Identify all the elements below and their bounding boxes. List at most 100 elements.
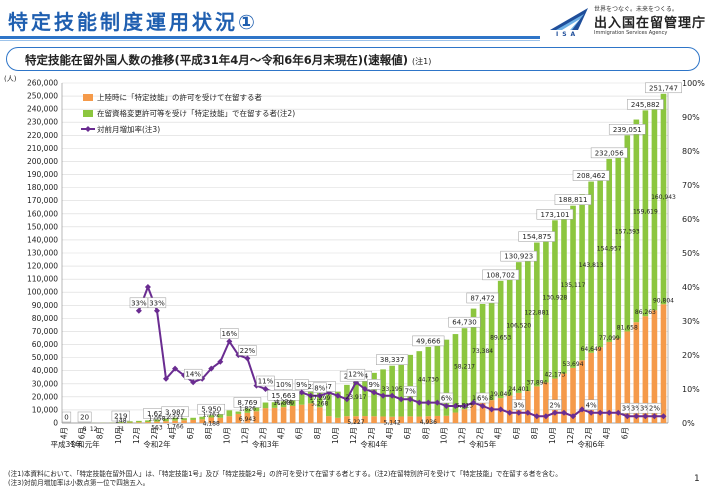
bar-landing [579,360,585,423]
rate-point [380,392,387,399]
total-label-box [500,250,538,262]
landing-label: 12 [90,426,98,433]
bar-landing [172,420,178,423]
change-label: 73,384 [472,348,493,355]
bar-landing [597,347,603,423]
total-label-box [376,354,409,365]
rate-label: 14% [185,371,201,379]
change-label: 154,957 [597,245,622,252]
rate-point [416,399,423,406]
total-label-box [197,403,225,415]
change-label: 157,393 [615,228,640,235]
rate-point [226,338,233,345]
change-label: 2,221 [166,414,183,421]
bar-landing [307,403,314,423]
bar-landing [443,415,450,423]
rate-label: 12% [348,371,364,379]
bar-landing [534,386,540,423]
bar-status-change [488,295,495,401]
rate-point [488,406,495,413]
rate-point [434,399,441,406]
total-label: 38,337 [380,356,405,364]
x-month-label: 2月 [584,427,593,439]
rate-point [144,284,151,290]
y-right-tick-label: 50% [682,249,700,258]
rate-label: 9% [368,381,379,389]
rate-label: 8% [314,384,325,392]
bar-status-change [208,415,215,418]
bar-status-change [244,408,251,413]
bar-landing [525,391,531,423]
x-month-label: 8月 [96,427,105,439]
legend-marker-rate [85,126,91,132]
landing-label: 24,401 [508,386,529,393]
x-month-label: 8月 [204,427,213,439]
bar-landing [235,413,242,423]
rate-point [135,307,142,314]
rate-label: 3% [631,405,642,413]
y-left-tick-label: 230,000 [27,118,58,127]
chart-title-note: (注1) [412,57,432,66]
title-rule-thin [0,40,540,41]
total-label: 188,811 [559,196,588,204]
y-left-tick-label: 80,000 [32,314,58,323]
bar-status-change [181,418,187,421]
rate-label: 2% [649,405,660,413]
rate-point [407,396,414,403]
rate-point [524,409,531,416]
bar-status-change [543,232,549,383]
change-label: 4,274 [275,399,292,406]
y-right-tick-label: 10% [682,385,700,394]
rate-point [316,392,323,399]
landing-label: 5,513 [456,402,473,409]
bar-status-change [362,376,368,417]
bar-status-change [588,181,594,353]
y-left-tick-label: 60,000 [32,340,58,349]
x-month-label: 6月 [186,427,195,439]
y-left-tick-label: 100,000 [27,288,58,297]
rate-label-box [256,375,275,387]
y-left-tick-label: 140,000 [27,235,58,244]
rate-label: 16% [222,330,238,338]
change-label: 106,520 [506,323,531,330]
change-label: 135,117 [561,282,586,289]
total-label: 1,621 [147,410,167,418]
x-era-label: 令和4年 [360,439,388,449]
rate-point [624,413,631,420]
x-month-label: 10月 [114,427,123,444]
bar-landing [624,331,631,423]
rate-point [479,403,486,409]
total-label: 8,769 [237,399,257,407]
rate-label-box [220,328,239,339]
bar-status-change [136,420,142,423]
bar-landing [289,406,296,423]
bar-status-change [534,242,540,387]
rate-label-box [367,379,381,390]
bar-status-change [579,194,585,361]
bar-status-change [642,110,649,317]
total-label-box [518,231,556,242]
change-label: 23,917 [345,394,366,401]
bar-status-change [651,101,658,311]
change-label: 143,813 [579,262,604,269]
logo-agency-name: 出入国在留管理庁 [594,16,707,31]
footnote-2: (注3)対前月増加率は小数点第一位で四捨五入。 [8,479,150,487]
bar-status-change [262,402,269,409]
bar-landing [199,419,205,423]
rate-label-box [548,399,562,411]
bar-landing [425,416,432,423]
rate-point [597,409,604,416]
bar-landing [434,415,441,423]
x-month-label: 10月 [439,427,448,444]
x-month-label: 4月 [385,427,394,439]
change-label: 58,217 [454,364,475,371]
bar-landing [570,367,576,423]
change-label: 1,058 [148,416,165,423]
x-month-label: 6月 [620,427,629,439]
rate-point [588,409,595,416]
landing-label: 563 [151,425,163,432]
total-label-box [233,397,262,408]
y-left-tick-label: 210,000 [27,144,58,153]
y-right-tick-label: 40% [682,283,700,292]
rate-point [307,392,314,399]
